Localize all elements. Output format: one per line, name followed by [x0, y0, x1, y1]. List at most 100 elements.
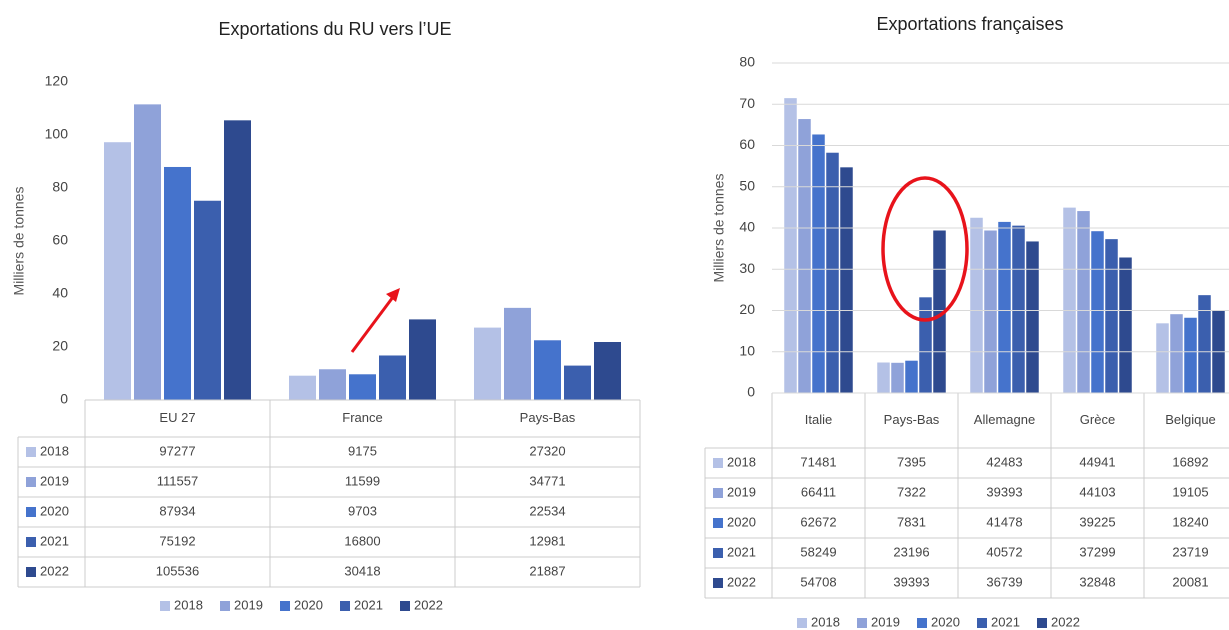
table-series-label: 2018 — [40, 443, 69, 458]
bar — [104, 142, 131, 400]
bar — [1119, 257, 1132, 393]
y-axis-label: Milliers de tonnes — [711, 174, 727, 283]
bar — [504, 307, 531, 400]
y-tick-label: 100 — [45, 126, 69, 142]
table-series-label: 2019 — [727, 484, 756, 499]
y-tick-label: 120 — [45, 73, 69, 89]
table-swatch — [713, 488, 723, 498]
y-tick-label: 20 — [52, 338, 68, 354]
table-swatch — [713, 578, 723, 588]
table-series-label: 2022 — [727, 574, 756, 589]
bar — [534, 340, 561, 400]
bar — [905, 360, 918, 393]
bar — [134, 104, 161, 400]
bar — [164, 166, 191, 400]
bar — [379, 355, 406, 400]
legend-label: 2021 — [354, 597, 383, 612]
table-value: 39393 — [893, 574, 929, 589]
table-value: 105536 — [156, 563, 199, 578]
y-tick-label: 10 — [739, 342, 755, 358]
table-value: 18240 — [1172, 514, 1208, 529]
bar — [1012, 225, 1025, 393]
y-tick-label: 60 — [52, 232, 68, 248]
chart-title: Exportations du RU vers l’UE — [218, 19, 451, 39]
table-value: 75192 — [159, 533, 195, 548]
table-value: 39393 — [986, 484, 1022, 499]
table-value: 7831 — [897, 514, 926, 529]
bar — [812, 134, 825, 393]
y-tick-label: 20 — [739, 301, 755, 317]
bar — [319, 369, 346, 400]
bar — [798, 119, 811, 393]
chart-title: Exportations françaises — [876, 14, 1063, 34]
table-value: 21887 — [529, 563, 565, 578]
table-value: 66411 — [801, 484, 836, 499]
category-label: Allemagne — [974, 412, 1035, 427]
category-label: Grèce — [1080, 412, 1115, 427]
legend-swatch — [977, 618, 987, 628]
table-value: 7322 — [897, 484, 926, 499]
y-tick-label: 60 — [739, 136, 755, 152]
bar — [564, 365, 591, 400]
table-value: 22534 — [529, 503, 565, 518]
legend-swatch — [917, 618, 927, 628]
table-value: 16800 — [344, 533, 380, 548]
table-value: 37299 — [1079, 544, 1115, 559]
table-value: 20081 — [1172, 574, 1208, 589]
bar — [1026, 241, 1039, 393]
bar — [409, 319, 436, 400]
bar — [826, 152, 839, 393]
table-value: 34771 — [529, 473, 565, 488]
bar — [1091, 231, 1104, 393]
legend-swatch — [857, 618, 867, 628]
table-swatch — [713, 458, 723, 468]
bar — [877, 362, 890, 393]
legend-label: 2019 — [234, 597, 263, 612]
table-value: 71481 — [800, 454, 836, 469]
table-series-label: 2020 — [727, 514, 756, 529]
bar — [224, 120, 251, 401]
table-swatch — [26, 477, 36, 487]
table-swatch — [26, 447, 36, 457]
y-axis-label: Milliers de tonnes — [11, 187, 27, 296]
bar — [1156, 323, 1169, 393]
table-series-label: 2018 — [727, 454, 756, 469]
bar — [984, 230, 997, 393]
table-value: 27320 — [529, 443, 565, 458]
legend-label: 2020 — [931, 614, 960, 629]
legend-label: 2022 — [1051, 614, 1080, 629]
y-tick-label: 0 — [60, 391, 68, 407]
table-swatch — [26, 537, 36, 547]
arrow-head — [386, 288, 400, 302]
table-value: 11599 — [345, 473, 380, 488]
table-value: 23719 — [1172, 544, 1208, 559]
bar — [1184, 317, 1197, 393]
bar — [1170, 314, 1183, 393]
table-value: 54708 — [800, 574, 836, 589]
category-label: Pays-Bas — [884, 412, 940, 427]
table-value: 41478 — [986, 514, 1022, 529]
bar — [919, 297, 932, 393]
bar — [474, 327, 501, 400]
arrow-annotation — [350, 292, 398, 353]
table-value: 62672 — [800, 514, 836, 529]
bar — [1063, 207, 1076, 393]
legend-swatch — [340, 601, 350, 611]
table-series-label: 2022 — [40, 563, 69, 578]
bar — [1077, 211, 1090, 393]
legend-swatch — [160, 601, 170, 611]
bar — [840, 167, 853, 393]
table-value: 40572 — [986, 544, 1022, 559]
y-tick-label: 80 — [739, 54, 755, 70]
table-value: 9703 — [348, 503, 377, 518]
bar — [594, 341, 621, 400]
category-label: Pays-Bas — [520, 410, 576, 425]
category-label: Italie — [805, 412, 832, 427]
bar — [1105, 239, 1118, 393]
table-value: 30418 — [344, 563, 380, 578]
legend-swatch — [1037, 618, 1047, 628]
table-value: 16892 — [1172, 454, 1208, 469]
table-value: 32848 — [1079, 574, 1115, 589]
bar — [289, 375, 316, 400]
bar — [1198, 295, 1211, 393]
